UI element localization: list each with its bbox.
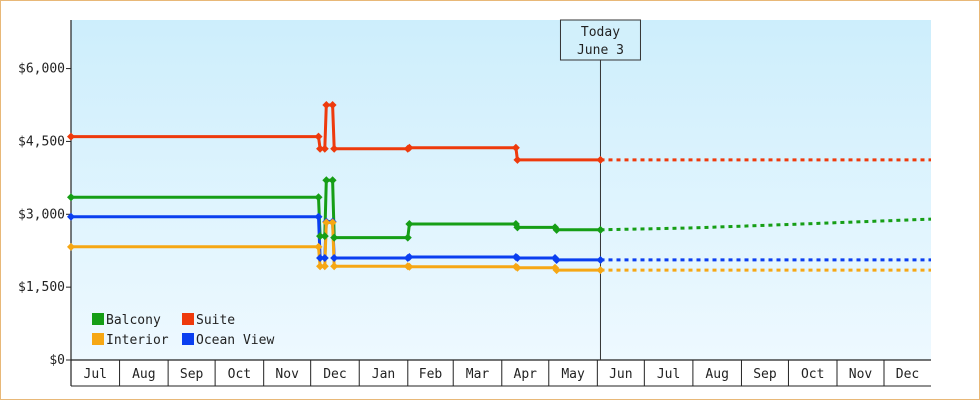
x-tick-label: Sep (180, 367, 204, 382)
today-label-line1: Today (581, 25, 620, 40)
series-points (67, 101, 605, 275)
data-point-interior (314, 242, 323, 251)
data-point-suite (405, 143, 414, 152)
legend-swatch-ocean-view (182, 333, 194, 345)
x-tick-label: Dec (323, 367, 346, 382)
data-point-suite (316, 144, 325, 153)
x-tick-label: Jun (609, 367, 632, 382)
legend-label: Suite (196, 313, 235, 328)
data-point-interior (596, 266, 605, 275)
series-forecast-balcony (600, 217, 932, 232)
x-tick-label: Dec (896, 367, 919, 382)
data-point-interior (513, 263, 522, 272)
y-tick-label: $6,000 (18, 62, 65, 77)
legend-swatch-suite (182, 313, 194, 325)
x-tick-label: Jan (372, 367, 395, 382)
x-axis: Jul Aug Sep Oct Nov Dec Jan Feb Mar Apr May Jun Jul A… (71, 359, 931, 387)
x-tick-label: Sep (753, 367, 777, 382)
x-tick-label: Aug (705, 367, 728, 382)
legend-label: Interior (106, 333, 169, 348)
y-axis: $0 $1,500 $3,000 $4,500 $6,000 (18, 20, 72, 386)
y-tick-label: $1,500 (18, 280, 65, 295)
data-point-suite (330, 144, 339, 153)
data-point-ocean-view (405, 253, 414, 262)
data-point-suite (513, 155, 522, 164)
data-point-suite (67, 132, 75, 141)
data-point-balcony (513, 223, 522, 232)
data-point-suite (328, 101, 337, 109)
legend-swatch-balcony (92, 313, 104, 325)
x-tick-label: Nov (275, 367, 299, 382)
x-tick-label: Feb (419, 367, 443, 382)
data-point-balcony (322, 176, 331, 185)
y-tick-label: $0 (49, 353, 65, 368)
y-tick-label: $4,500 (18, 134, 65, 149)
data-point-suite (596, 155, 605, 164)
data-point-balcony (330, 233, 339, 242)
x-tick-label: Jul (657, 367, 680, 382)
data-point-balcony (405, 220, 414, 228)
data-point-balcony (320, 232, 329, 241)
data-point-balcony (314, 193, 323, 202)
data-point-ocean-view (316, 254, 325, 262)
today-label-box (559, 19, 641, 61)
plot-background (71, 20, 931, 360)
data-point-suite (511, 143, 520, 152)
data-point-interior (67, 242, 75, 251)
data-point-suite (320, 144, 329, 153)
data-point-interior (552, 266, 561, 275)
legend-label: Balcony (106, 313, 161, 328)
today-marker: Today June 3 (559, 19, 641, 360)
data-point-balcony (316, 232, 325, 241)
x-tick-label: Jul (84, 367, 107, 382)
data-point-balcony (596, 225, 605, 234)
data-point-balcony (328, 176, 337, 185)
data-point-ocean-view (513, 254, 522, 262)
data-point-interior (320, 262, 329, 271)
data-point-ocean-view (330, 254, 339, 262)
x-tick-label: Nov (849, 367, 873, 382)
legend-swatch-interior (92, 333, 104, 345)
data-point-suite (322, 101, 331, 109)
data-point-interior (405, 262, 414, 271)
x-tick-label: Oct (801, 367, 824, 382)
today-label-line2: June 3 (577, 43, 624, 58)
data-point-ocean-view (67, 212, 75, 221)
data-point-ocean-view (320, 254, 329, 262)
data-point-ocean-view (596, 255, 605, 264)
x-tick-label: May (561, 367, 585, 382)
data-point-interior (328, 218, 337, 227)
data-point-balcony (552, 225, 561, 234)
data-point-suite (314, 132, 323, 141)
data-point-interior (322, 218, 331, 227)
data-point-balcony (403, 233, 412, 242)
data-point-interior (330, 262, 339, 271)
x-tick-label: Apr (514, 367, 538, 382)
data-point-balcony (67, 193, 75, 202)
x-tick-label: Aug (132, 367, 155, 382)
y-tick-label: $3,000 (18, 207, 65, 222)
data-point-interior (316, 262, 325, 271)
data-point-ocean-view (314, 212, 323, 221)
legend-label: Ocean View (196, 333, 274, 348)
data-point-ocean-view (552, 255, 561, 264)
x-tick-label: Oct (228, 367, 251, 382)
legend: Balcony Suite Interior Ocean View (92, 313, 274, 348)
x-tick-label: Mar (466, 367, 490, 382)
